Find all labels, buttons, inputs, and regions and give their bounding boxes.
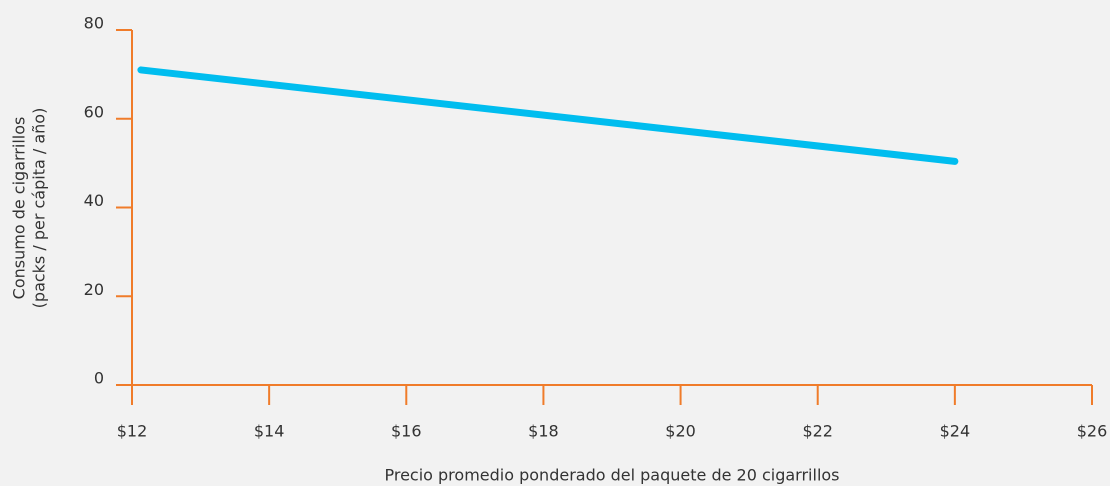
y-tick-label: 80 bbox=[84, 14, 104, 33]
y-tick-label: 40 bbox=[84, 191, 104, 210]
x-tick-label: $16 bbox=[391, 422, 422, 441]
y-tick-label: 60 bbox=[84, 102, 104, 121]
line bbox=[137, 66, 959, 165]
x-axis-title: Precio promedio ponderado del paquete de… bbox=[384, 466, 839, 485]
x-tick-label: $12 bbox=[117, 422, 148, 441]
x-tick-label: $18 bbox=[528, 422, 559, 441]
x-tick-label: $14 bbox=[254, 422, 285, 441]
x-tick-label: $24 bbox=[940, 422, 971, 441]
y-axis-title-line: (packs / per cápita / año) bbox=[30, 108, 49, 309]
y-axis-title-line: Consumo de cigarrillos bbox=[10, 117, 29, 300]
x-tick-label: $22 bbox=[802, 422, 833, 441]
y-tick-label: 20 bbox=[84, 280, 104, 299]
x-tick-label: $26 bbox=[1077, 422, 1108, 441]
y-axis-title: Consumo de cigarrillos (packs / per cápi… bbox=[10, 108, 49, 309]
x-tick-label: $20 bbox=[665, 422, 696, 441]
y-tick-label: 0 bbox=[94, 369, 104, 388]
